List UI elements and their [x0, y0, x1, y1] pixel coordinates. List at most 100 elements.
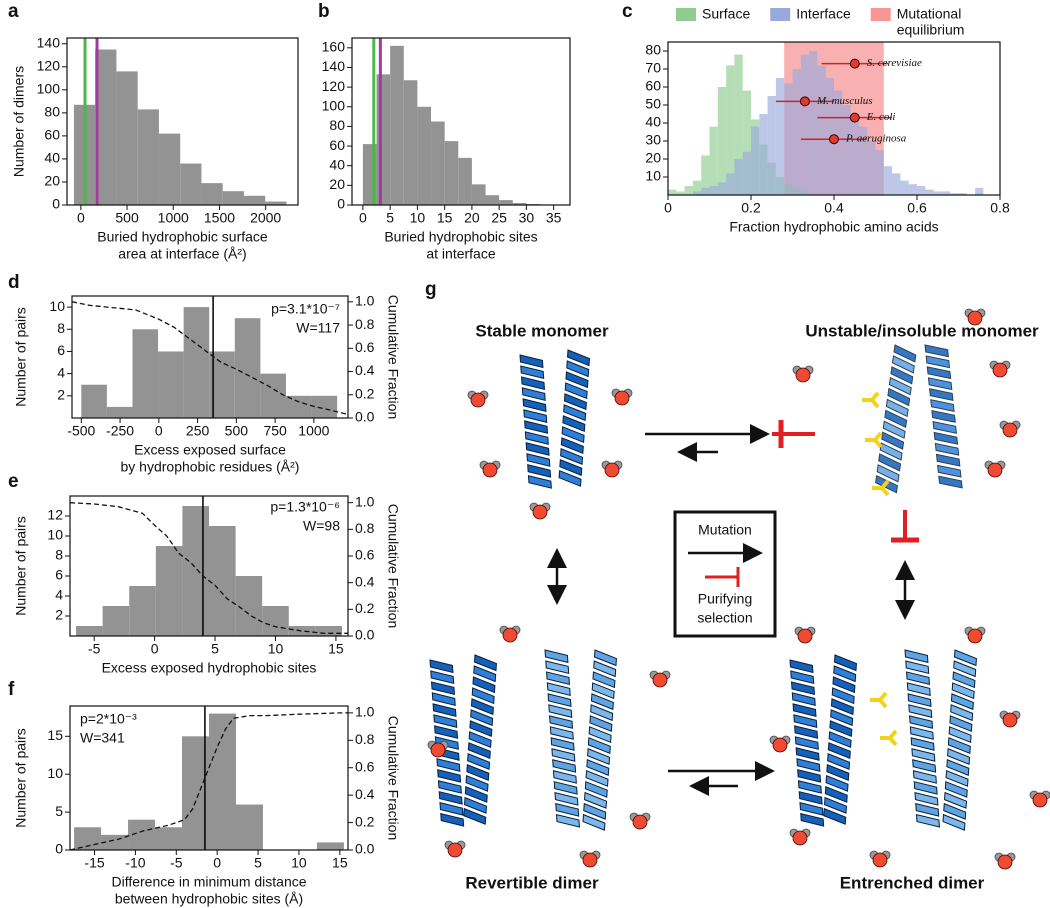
histogram-bar — [950, 193, 959, 195]
helix-turn — [545, 671, 571, 686]
helix-turn — [524, 420, 549, 434]
panel-letter: f — [8, 679, 15, 700]
x-tick-label: 0.6 — [907, 200, 927, 216]
x-tick-label: 15 — [437, 210, 453, 226]
helix-turn — [519, 354, 544, 369]
plot-frame — [351, 37, 571, 206]
water-o — [430, 742, 446, 758]
helix-turn — [888, 376, 912, 396]
helix-turn — [563, 404, 587, 422]
histogram-bar — [925, 189, 934, 195]
helix-turn — [544, 649, 569, 664]
helix-turn — [823, 807, 847, 825]
y-tick-label: 8 — [55, 547, 63, 563]
legend-label: Purifying — [698, 591, 752, 607]
helix-turn — [833, 654, 857, 672]
diagram: g Stable monomer Unstable/insoluble mono… — [425, 279, 1050, 892]
histogram-bar — [933, 191, 942, 195]
helix-turn — [584, 780, 608, 798]
y-tick-label: 4 — [55, 587, 63, 603]
helix-turn — [525, 442, 550, 456]
helix-turn — [908, 704, 933, 718]
histogram-bar — [726, 173, 735, 195]
helix-turn — [929, 388, 954, 402]
y-tick-label: 40 — [44, 150, 60, 166]
helix-turn — [912, 770, 937, 784]
histogram-bar — [709, 126, 718, 195]
helix-turn — [946, 759, 970, 776]
helix — [875, 344, 917, 494]
legend-swatch — [870, 8, 891, 21]
point — [849, 58, 860, 69]
helix-turn — [931, 410, 956, 423]
annotation: W=341 — [80, 730, 125, 746]
helix-turn — [947, 737, 971, 755]
histogram-bar — [471, 184, 486, 205]
point — [829, 134, 839, 145]
helix-turn — [555, 813, 580, 828]
y2-tick-label: 0.0 — [355, 409, 375, 425]
histogram-bar — [180, 163, 202, 205]
y2-tick-label: 0.8 — [355, 731, 375, 747]
y-tick-label: 6 — [55, 567, 63, 583]
helix — [558, 349, 590, 487]
histogram-bar — [431, 121, 445, 205]
helix-turn — [924, 344, 949, 358]
x-axis-label: Excess exposed surface — [134, 442, 286, 458]
histogram-bar — [403, 80, 418, 205]
x-tick-label: 25 — [491, 210, 507, 226]
helix-turn — [439, 802, 464, 816]
histogram-bar — [958, 193, 967, 195]
y-tick-label: 30 — [645, 132, 661, 148]
y-tick-label: 60 — [44, 127, 60, 143]
helix-turn — [891, 355, 915, 374]
helix-turn — [904, 649, 929, 664]
helix — [789, 659, 825, 827]
histogram-bar — [243, 195, 266, 205]
helix-turn — [465, 774, 489, 792]
y2-tick-label: 0.6 — [355, 547, 375, 563]
helix-turn — [521, 387, 546, 401]
legend-swatch — [676, 8, 696, 21]
histogram-bar — [734, 54, 743, 195]
helix-turn — [906, 682, 931, 696]
helix-turn — [938, 475, 963, 489]
legend-label: Mutational — [897, 6, 962, 22]
y2-tick-label: 0.8 — [355, 316, 375, 332]
legend-label: Mutation — [698, 522, 752, 538]
y-tick-label: 140 — [322, 58, 346, 74]
helix — [519, 354, 552, 489]
histogram-bar — [288, 626, 316, 636]
helix-turn — [520, 365, 545, 380]
histogram-bar — [809, 51, 818, 195]
helix-turn — [912, 759, 937, 773]
helix-turn — [830, 698, 854, 716]
panel-letter: e — [8, 471, 19, 492]
helix-turn — [909, 715, 934, 729]
y-tick-label: 80 — [645, 42, 661, 58]
histogram-bar — [132, 329, 159, 418]
y2-tick-label: 0.0 — [355, 841, 375, 857]
helix-turn — [464, 785, 488, 803]
helix-turn — [560, 437, 584, 455]
x-tick-label: 0 — [359, 210, 367, 226]
helix-turn — [829, 720, 853, 738]
cumulative-line — [69, 502, 348, 634]
helix-turn — [433, 714, 458, 728]
x-axis-label: Buried hydrophobic sites — [384, 229, 537, 245]
helix-turn — [590, 704, 614, 722]
histogram-bar — [137, 109, 159, 205]
panel-letter: a — [8, 1, 19, 22]
y-tick-label: 60 — [329, 137, 345, 153]
y-tick-label: 20 — [645, 150, 661, 166]
histogram-bar — [76, 626, 103, 636]
helix-turn — [472, 676, 496, 694]
x-tick-label: 2000 — [250, 210, 281, 226]
x-tick-label: 0 — [155, 423, 163, 439]
chart: d -500 -250 0 250 500 750 1000 2 4 6 8 10 0.0 0.2 0.4 0.… — [8, 272, 401, 475]
helix-turn — [952, 671, 976, 689]
histogram-bar — [155, 546, 183, 636]
side-chain — [862, 391, 880, 409]
x-tick-label: -500 — [67, 423, 95, 439]
helix-turn — [944, 780, 968, 798]
